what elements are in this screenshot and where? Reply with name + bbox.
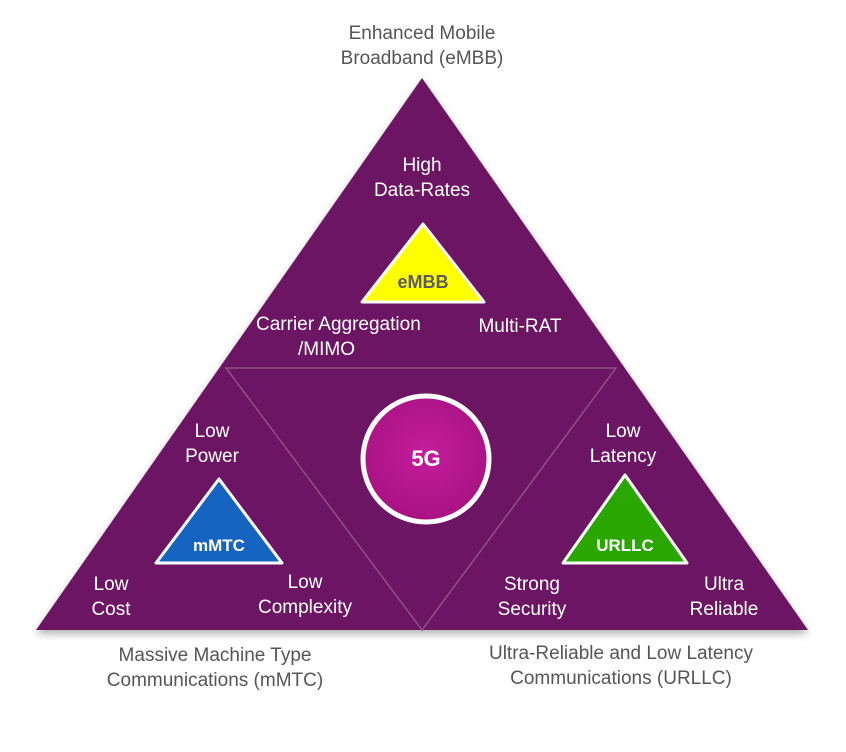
embb-feature-high-data-rates: High Data-Rates: [373, 155, 471, 201]
mmtc-title: Massive Machine Type Communications (mMT…: [106, 645, 324, 691]
embb-title: Enhanced Mobile Broadband (eMBB): [340, 23, 504, 69]
center-5g-circle: [360, 393, 492, 525]
mmtc-feature-low-power: Low Power: [185, 421, 239, 467]
mmtc-badge-triangle: [154, 477, 284, 565]
embb-badge-label: eMBB: [397, 272, 449, 292]
urllc-feature-ultra-reliable: Ultra Reliable: [689, 574, 759, 620]
urllc-badge-triangle: [561, 473, 689, 565]
urllc-feature-strong-security: Strong Security: [497, 574, 567, 620]
embb-badge-triangle: [360, 222, 486, 304]
urllc-feature-low-latency: Low Latency: [589, 421, 657, 467]
urllc-badge-label: URLLC: [596, 536, 654, 555]
embb-feature-multi-rat: Multi-RAT: [478, 316, 562, 337]
mmtc-feature-low-complexity: Low Complexity: [258, 572, 352, 618]
center-5g-label: 5G: [411, 446, 441, 471]
mmtc-feature-low-cost: Low Cost: [91, 574, 131, 620]
mmtc-badge-label: mMTC: [193, 536, 245, 555]
urllc-title: Ultra-Reliable and Low Latency Communica…: [488, 643, 754, 689]
embb-feature-carrier-aggregation: Carrier Aggregation /MIMO: [256, 314, 421, 360]
inner-triangle-outline: [224, 367, 618, 632]
